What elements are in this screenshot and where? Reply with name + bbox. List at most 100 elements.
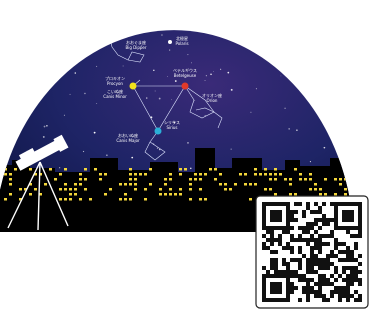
window [79, 178, 82, 181]
star [187, 54, 188, 55]
qr-module [310, 278, 314, 282]
qr-module [350, 210, 354, 214]
window [84, 178, 87, 181]
qr-module [318, 250, 322, 254]
qr-module [298, 298, 302, 302]
star [191, 62, 192, 63]
qr-module [286, 286, 290, 290]
star [0, 87, 1, 88]
qr-module [314, 258, 318, 262]
qr-module [302, 226, 306, 230]
qr-module [270, 258, 274, 262]
qr-module [310, 254, 314, 258]
qr-module [310, 238, 314, 242]
qr-module [318, 226, 322, 230]
qr-module [334, 218, 338, 222]
qr-module [346, 210, 350, 214]
window [199, 198, 202, 201]
window [139, 173, 142, 176]
window [204, 173, 207, 176]
qr-module [330, 202, 334, 206]
qr-module [274, 218, 278, 222]
qr-module [274, 286, 278, 290]
window [204, 198, 207, 201]
qr-module [298, 234, 302, 238]
star [175, 80, 177, 82]
qr-module [334, 270, 338, 274]
qr-module [354, 242, 358, 246]
qr-module [310, 290, 314, 294]
star [230, 34, 232, 36]
window [214, 168, 217, 171]
qr-module [346, 266, 350, 270]
star [47, 45, 48, 46]
qr-module [278, 226, 282, 230]
qr-module [294, 218, 298, 222]
qr-module [286, 262, 290, 266]
qr-module [334, 214, 338, 218]
window [344, 178, 347, 181]
qr-module [346, 246, 350, 250]
qr-module [318, 278, 322, 282]
qr-module [346, 250, 350, 254]
qr-module [346, 254, 350, 258]
window [49, 168, 52, 171]
poster: おおぐま座Big Dipper北極星PolarisプロキオンProcyonこいぬ… [0, 0, 382, 316]
window [79, 173, 82, 176]
qr-module [294, 286, 298, 290]
qr-module [274, 238, 278, 242]
qr-module [330, 218, 334, 222]
qr-module [262, 206, 266, 210]
window [59, 198, 62, 201]
qr-module [318, 238, 322, 242]
star [205, 80, 206, 81]
window [314, 188, 317, 191]
qr-module [314, 262, 318, 266]
star [6, 59, 7, 60]
window [249, 183, 252, 186]
window [314, 183, 317, 186]
qr-module [318, 234, 322, 238]
star [313, 101, 314, 102]
star [336, 107, 337, 108]
qr-module [270, 226, 274, 230]
star [16, 75, 18, 77]
window [74, 188, 77, 191]
qr-module [290, 274, 294, 278]
star [190, 168, 191, 169]
window [119, 183, 122, 186]
qr-module [278, 298, 282, 302]
qr-module [326, 218, 330, 222]
qr-module [342, 286, 346, 290]
label-en: Procyon [107, 81, 123, 86]
qr-module [298, 238, 302, 242]
window [254, 173, 257, 176]
qr-module [298, 278, 302, 282]
qr-module [310, 270, 314, 274]
qr-module [342, 258, 346, 262]
qr-module [306, 206, 310, 210]
qr-module [314, 222, 318, 226]
window [9, 178, 12, 181]
qr-module [286, 294, 290, 298]
qr-module [306, 290, 310, 294]
qr-module [354, 258, 358, 262]
qr-module [270, 266, 274, 270]
qr-module [274, 266, 278, 270]
star [59, 16, 60, 17]
qr-module [270, 214, 274, 218]
window [344, 193, 347, 196]
qr-module [262, 246, 266, 250]
qr-module [350, 278, 354, 282]
qr-module [270, 234, 274, 238]
star [220, 69, 221, 70]
qr-module [282, 202, 286, 206]
qr-module [262, 210, 266, 214]
qr-module [314, 282, 318, 286]
qr-module [318, 262, 322, 266]
qr-module [338, 258, 342, 262]
qr-module [278, 282, 282, 286]
qr-module [266, 270, 270, 274]
qr-module [274, 274, 278, 278]
window [309, 178, 312, 181]
